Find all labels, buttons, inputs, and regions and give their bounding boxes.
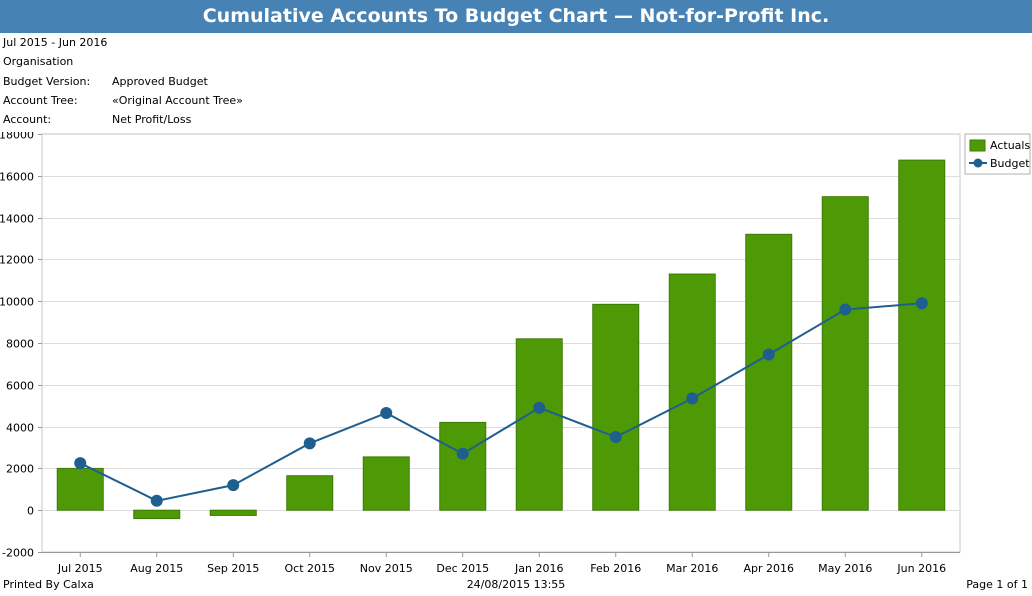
budget-version-label: Budget Version: <box>3 75 91 88</box>
actuals-bar <box>745 233 793 511</box>
budget-point <box>686 392 699 405</box>
y-tick-label: 18000 <box>0 132 34 142</box>
x-tick-label: Mar 2016 <box>666 562 718 575</box>
legend-marker-budget <box>973 158 983 168</box>
actuals-bar <box>286 475 334 511</box>
actuals-bar <box>439 421 487 511</box>
budget-point <box>915 297 928 310</box>
budget-point <box>227 479 240 492</box>
actuals-bar <box>592 303 640 511</box>
actuals-bar <box>362 456 410 511</box>
y-tick-label: 2000 <box>6 463 34 476</box>
budget-point <box>150 494 163 507</box>
account-value: Net Profit/Loss <box>112 113 192 126</box>
x-tick-label: Jul 2015 <box>57 562 103 575</box>
actuals-bar <box>821 196 869 511</box>
organisation-label: Organisation <box>3 55 74 68</box>
budget-point <box>456 447 469 460</box>
actuals-bar <box>56 467 104 511</box>
x-tick-label: Feb 2016 <box>590 562 641 575</box>
actuals-bar <box>898 159 946 511</box>
y-tick-label: 4000 <box>6 422 34 435</box>
account-label: Account: <box>3 113 52 126</box>
actuals-bar <box>133 509 181 520</box>
y-tick-label: 8000 <box>6 338 34 351</box>
y-tick-label: 10000 <box>0 296 34 309</box>
budget-point <box>533 401 546 414</box>
x-tick-label: May 2016 <box>818 562 872 575</box>
cumulative-chart: -2000 0 2000 4000 6000 8000 10000 12000 14000 160… <box>0 132 1031 575</box>
budget-point <box>839 303 852 316</box>
x-tick-label: Sep 2015 <box>207 562 259 575</box>
budget-point <box>609 431 622 444</box>
legend-label-budget: Budget <box>990 157 1030 170</box>
report-title: Cumulative Accounts To Budget Chart — No… <box>202 5 830 27</box>
x-tick-label: Jan 2016 <box>514 562 563 575</box>
x-tick-label: Oct 2015 <box>284 562 335 575</box>
account-tree-value: «Original Account Tree» <box>112 94 243 107</box>
budget-point <box>74 457 87 470</box>
x-tick-label: Jun 2016 <box>896 562 946 575</box>
budget-line <box>79 302 922 502</box>
actuals-bar <box>515 338 563 511</box>
budget-point <box>303 437 316 450</box>
account-tree-row: Account Tree: «Original Account Tree» <box>3 94 243 108</box>
account-tree-label: Account Tree: <box>3 94 78 107</box>
report-header: Cumulative Accounts To Budget Chart — No… <box>0 0 1032 33</box>
x-tick-label: Dec 2015 <box>436 562 489 575</box>
legend-swatch-actuals <box>969 139 986 152</box>
x-tick-label: Aug 2015 <box>130 562 183 575</box>
budget-point <box>380 407 393 420</box>
budget-version-value: Approved Budget <box>112 75 208 88</box>
printed-by: Printed By Calxa <box>3 578 94 591</box>
page-number: Page 1 of 1 <box>966 578 1028 591</box>
legend-label-actuals: Actuals <box>990 139 1030 152</box>
account-row: Account: Net Profit/Loss <box>3 113 191 127</box>
x-tick-label: Apr 2016 <box>743 562 794 575</box>
actuals-bar <box>668 273 716 511</box>
y-tick-label: 12000 <box>0 254 34 267</box>
y-tick-label: 16000 <box>0 171 34 184</box>
y-tick-label: 0 <box>27 505 34 518</box>
budget-version-row: Budget Version: Approved Budget <box>3 75 208 89</box>
x-tick-label: Nov 2015 <box>360 562 413 575</box>
report-period: Jul 2015 - Jun 2016 <box>3 36 108 49</box>
budget-point <box>762 348 775 361</box>
y-tick-label: 6000 <box>6 380 34 393</box>
y-tick-label: 14000 <box>0 213 34 226</box>
print-timestamp: 24/08/2015 13:55 <box>466 578 566 591</box>
actuals-bar <box>209 509 257 516</box>
y-tick-label: -2000 <box>2 547 34 560</box>
